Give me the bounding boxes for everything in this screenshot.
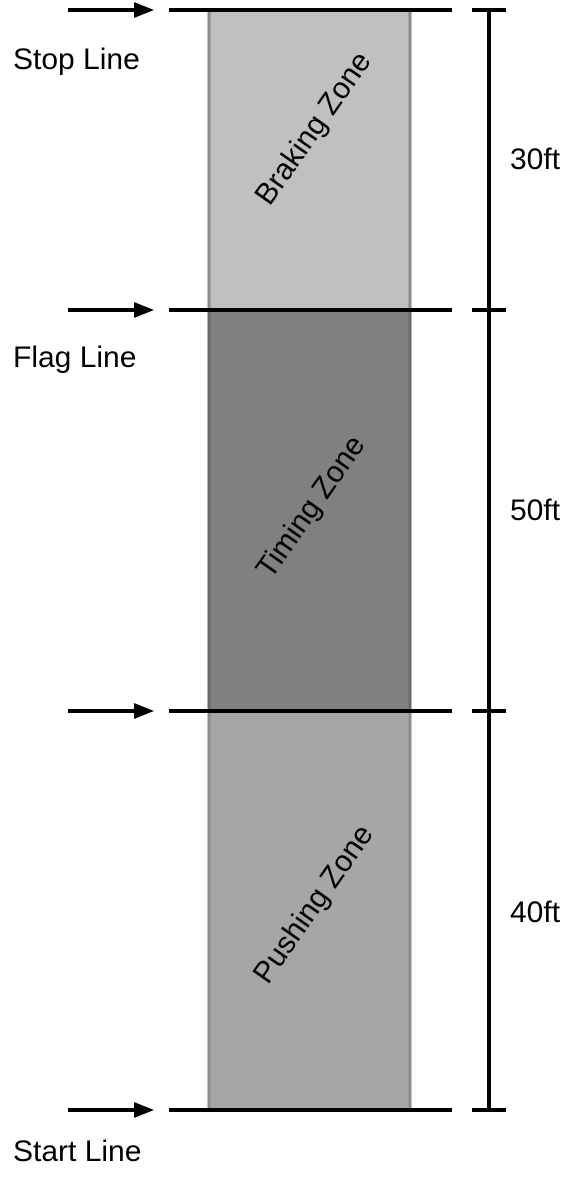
braking-zone-length: 30ft [510,143,561,176]
flag-line-arrow [68,302,154,318]
braking-zone [207,8,412,312]
start-line-label: Start Line [13,1135,142,1168]
stop-line-arrow [68,2,154,18]
timing-zone-length: 50ft [510,494,561,527]
timing-start-arrow [68,703,154,719]
timing-zone [207,308,412,713]
dimension-bar [472,8,506,1112]
stop-line-label: Stop Line [13,43,140,76]
start-line-arrow [68,1102,154,1118]
pushing-zone-length: 40ft [510,896,561,929]
flag-line-label: Flag Line [13,341,137,374]
